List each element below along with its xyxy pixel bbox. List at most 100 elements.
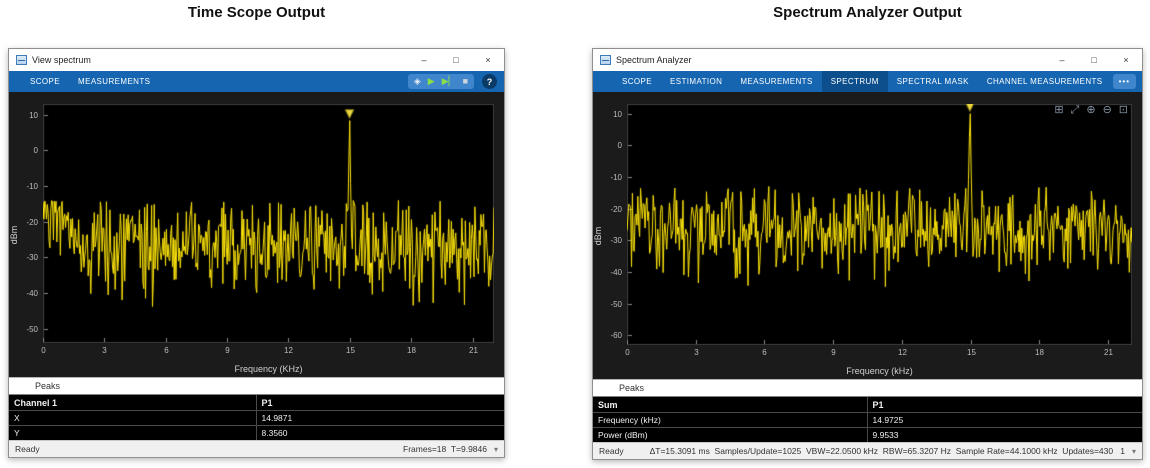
tab-scope[interactable]: SCOPE	[622, 77, 653, 86]
peaks-label: Peaks	[619, 383, 645, 393]
window-controls: – □ ×	[408, 49, 504, 71]
status-ready: Ready	[599, 446, 624, 456]
row-label-frequency: Frequency (kHz)	[593, 413, 868, 427]
y-tick-label: 10	[613, 109, 622, 119]
right-plot: dBm Frequency (kHz) ⊞ ⤢ ⊕ ⊖ ⊡ 0 3 6 9 12 15 18…	[593, 92, 1142, 379]
table-header-sum: Sum	[593, 397, 868, 412]
peaks-label: Peaks	[35, 381, 61, 391]
x-tick-label: 21	[469, 346, 478, 355]
tab-scope[interactable]: SCOPE	[30, 77, 61, 86]
tab-channel-measurements[interactable]: CHANNEL MEASUREMENTS	[986, 77, 1103, 86]
tab-estimation[interactable]: ESTIMATION	[670, 77, 723, 86]
peaks-table: Sum P1 Frequency (kHz) 14.9725 Power (dB…	[593, 396, 1142, 442]
peaks-table: Channel 1 P1 X 14.9871 Y 8.3560	[9, 394, 504, 440]
table-header-row: Channel 1 P1	[9, 394, 504, 410]
tab-spectral-mask[interactable]: SPECTRAL MASK	[896, 77, 969, 86]
peaks-panel-header[interactable]: Peaks	[9, 377, 504, 394]
y-tick-label: -50	[610, 299, 622, 309]
x-tick-label: 18	[407, 346, 416, 355]
x-axis-label: Frequency (kHz)	[846, 366, 913, 376]
y-tick-label: -30	[26, 252, 38, 262]
stop-icon[interactable]: ■	[462, 76, 468, 86]
table-header-p1: P1	[261, 397, 273, 408]
x-tick-label: 0	[625, 348, 630, 357]
y-tick-label: -50	[26, 324, 38, 334]
run-icon[interactable]: ▶	[427, 76, 435, 86]
status-frames: Frames=18 T=9.9846	[403, 444, 487, 454]
y-axis-label: dBm	[593, 226, 603, 245]
maximize-button[interactable]: □	[1091, 55, 1097, 65]
status-expand-icon[interactable]: ▾	[493, 444, 498, 454]
highlight-icon[interactable]: ◈	[413, 76, 421, 86]
maximize-button[interactable]: □	[453, 55, 459, 65]
x-axis-label: Frequency (KHz)	[234, 364, 303, 374]
table-header-channel: Channel 1	[9, 395, 257, 410]
table-row: Power (dBm) 9.9533	[593, 427, 1142, 442]
y-tick-label: -40	[610, 267, 622, 277]
zoom-fit-icon[interactable]: ⊡	[1118, 104, 1128, 116]
zoom-select-icon[interactable]: ⊞	[1054, 104, 1064, 116]
close-button[interactable]: ×	[1123, 55, 1129, 65]
pan-icon[interactable]: ⤢	[1070, 104, 1080, 116]
toolstrip-overflow-icon[interactable]: •••	[1112, 74, 1136, 89]
y-tick-label: -20	[26, 217, 38, 227]
spectrum-canvas[interactable]	[627, 104, 1132, 345]
row-label-y: Y	[9, 426, 257, 440]
simulation-controls: ◈ ▶ ▶▏ ■	[407, 74, 474, 89]
table-row: X 14.9871	[9, 410, 504, 425]
x-tick-label: 21	[1104, 348, 1113, 357]
y-tick-label: -10	[26, 181, 38, 191]
view-spectrum-window: View spectrum – □ × SCOPE MEASUREMENTS ◈…	[8, 48, 505, 458]
row-label-power: Power (dBm)	[593, 428, 868, 442]
x-tick-label: 3	[694, 348, 699, 357]
row-value-frequency: 14.9725	[872, 415, 904, 425]
x-tick-label: 12	[284, 346, 293, 355]
x-tick-label: 12	[898, 348, 907, 357]
zoom-in-icon[interactable]: ⊕	[1086, 104, 1096, 116]
left-plot: dBm Frequency (KHz) 0 3 6 9 12 15 18 21 10 0 -10 -2…	[9, 92, 504, 377]
status-bar: Ready ΔT=15.3091 ms Samples/Update=1025 …	[593, 442, 1142, 459]
status-expand-icon[interactable]: ▾	[1131, 446, 1136, 456]
left-heading: Time Scope Output	[187, 4, 326, 21]
table-row: Y 8.3560	[9, 425, 504, 440]
row-label-x: X	[9, 411, 257, 425]
zoom-toolbar: ⊞ ⤢ ⊕ ⊖ ⊡	[1054, 105, 1128, 116]
window-controls: – □ ×	[1046, 49, 1142, 71]
step-forward-icon[interactable]: ▶▏	[441, 76, 456, 86]
minimize-button[interactable]: –	[421, 55, 427, 65]
status-bar: Ready Frames=18 T=9.9846 ▾	[9, 440, 504, 457]
scope-app-icon	[16, 55, 27, 65]
table-row: Frequency (kHz) 14.9725	[593, 412, 1142, 427]
close-button[interactable]: ×	[485, 55, 491, 65]
window-title: Spectrum Analyzer	[616, 55, 692, 65]
titlebar[interactable]: View spectrum – □ ×	[9, 49, 504, 71]
spectrum-analyzer-window: Spectrum Analyzer – □ × SCOPE ESTIMATION…	[592, 48, 1143, 460]
titlebar[interactable]: Spectrum Analyzer – □ ×	[593, 49, 1142, 71]
toolstrip: SCOPE ESTIMATION MEASUREMENTS SPECTRUM S…	[593, 71, 1142, 92]
minimize-button[interactable]: –	[1059, 55, 1065, 65]
table-header-row: Sum P1	[593, 396, 1142, 412]
spectrum-analyzer-app-icon	[600, 55, 611, 65]
tab-measurements[interactable]: MEASUREMENTS	[740, 77, 813, 86]
help-icon[interactable]: ?	[482, 74, 497, 89]
window-title: View spectrum	[32, 55, 91, 65]
y-tick-label: 0	[617, 140, 622, 150]
y-tick-label: 10	[29, 110, 38, 120]
x-tick-label: 18	[1035, 348, 1044, 357]
row-value-power: 9.9533	[872, 430, 899, 440]
toolstrip: SCOPE MEASUREMENTS ◈ ▶ ▶▏ ■ ?	[9, 71, 504, 92]
x-tick-label: 15	[967, 348, 976, 357]
x-tick-label: 15	[346, 346, 355, 355]
table-header-p1: P1	[872, 399, 884, 410]
y-tick-label: 0	[33, 145, 38, 155]
tab-measurements[interactable]: MEASUREMENTS	[78, 77, 151, 86]
peaks-panel-header[interactable]: Peaks	[593, 379, 1142, 396]
y-tick-label: -20	[610, 204, 622, 214]
y-tick-label: -30	[610, 235, 622, 245]
x-tick-label: 6	[762, 348, 767, 357]
tab-spectrum[interactable]: SPECTRUM	[821, 71, 888, 92]
status-updates-badge: 1	[1120, 446, 1125, 456]
spectrum-canvas[interactable]	[43, 104, 494, 343]
zoom-out-icon[interactable]: ⊖	[1102, 104, 1112, 116]
row-value-y: 8.3560	[261, 428, 288, 438]
